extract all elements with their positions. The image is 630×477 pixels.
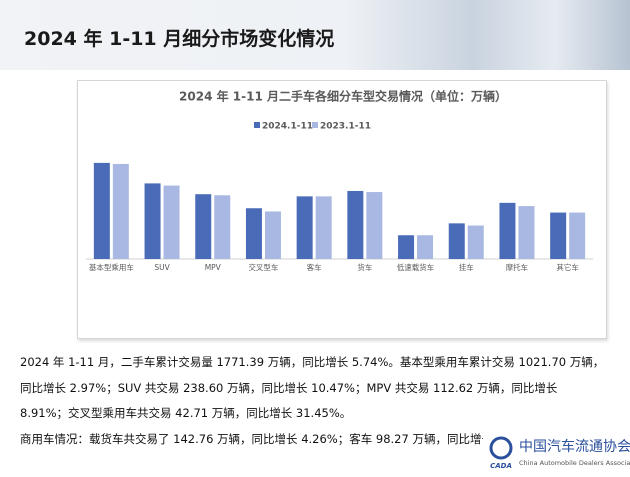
- header: 2024 年 1-11 月细分市场变化情况: [0, 0, 630, 70]
- body-text: 2024 年 1-11 月，二手车累计交易量 1771.39 万辆，同比增长 5…: [20, 350, 605, 452]
- legend-label: 2024.1-11: [262, 122, 313, 132]
- legend-swatch: [254, 122, 260, 128]
- bar: [296, 196, 313, 259]
- bar: [398, 235, 415, 259]
- logo-graphic: CADA 中国汽车流通协会 China Automobile Dealers A…: [489, 436, 630, 470]
- x-tick-label: 低速载货车: [397, 262, 435, 272]
- bar: [347, 190, 364, 259]
- bar: [366, 192, 383, 259]
- chart-title: 2024 年 1-11 月二手车各细分车型交易情况（单位：万辆）: [179, 89, 507, 104]
- legend-label: 2023.1-11: [320, 122, 371, 132]
- logo: CADA 中国汽车流通协会 China Automobile Dealers A…: [483, 433, 630, 473]
- chart-box: 2024 年 1-11 月二手车各细分车型交易情况（单位：万辆） 2024.1-…: [77, 80, 607, 339]
- bar: [93, 162, 110, 259]
- bar: [112, 163, 129, 259]
- chart: 2024 年 1-11 月二手车各细分车型交易情况（单位：万辆） 2024.1-…: [86, 89, 593, 272]
- bar: [417, 235, 434, 259]
- logo-ring: [489, 436, 513, 460]
- x-tick-label: SUV: [154, 263, 170, 272]
- bar: [163, 185, 180, 259]
- x-tick-label: 摩托车: [506, 262, 529, 272]
- header-title: 2024 年 1-11 月细分市场变化情况: [24, 28, 335, 50]
- x-tick-label: MPV: [205, 263, 222, 272]
- x-tick-label: 客车: [307, 262, 322, 272]
- bar: [264, 211, 281, 259]
- bar: [245, 208, 262, 259]
- bar: [195, 194, 212, 259]
- x-tick-label: 挂车: [459, 262, 474, 272]
- bar: [315, 196, 332, 259]
- paragraph: 商用车情况：载货车共交易了 142.76 万辆，同比增长 4.26%；客车 98…: [20, 431, 545, 446]
- x-tick-label: 货车: [357, 262, 372, 272]
- x-tick-label: 基本型乘用车: [89, 262, 134, 272]
- bar: [214, 195, 231, 259]
- legend-swatch: [312, 122, 318, 128]
- paragraph: 2024 年 1-11 月，二手车累计交易量 1771.39 万辆，同比增长 5…: [20, 355, 605, 420]
- bar: [569, 212, 586, 259]
- logo-mark: CADA: [490, 462, 512, 470]
- logo-english: China Automobile Dealers Association: [519, 459, 630, 467]
- bar: [144, 183, 161, 259]
- x-tick-label: 交叉型车: [248, 262, 278, 272]
- bar: [499, 202, 516, 259]
- bar: [550, 212, 567, 259]
- bar: [467, 225, 484, 259]
- bar: [518, 206, 535, 259]
- bar: [448, 223, 465, 259]
- x-tick-label: 其它车: [556, 262, 579, 272]
- logo-name: 中国汽车流通协会: [519, 438, 630, 455]
